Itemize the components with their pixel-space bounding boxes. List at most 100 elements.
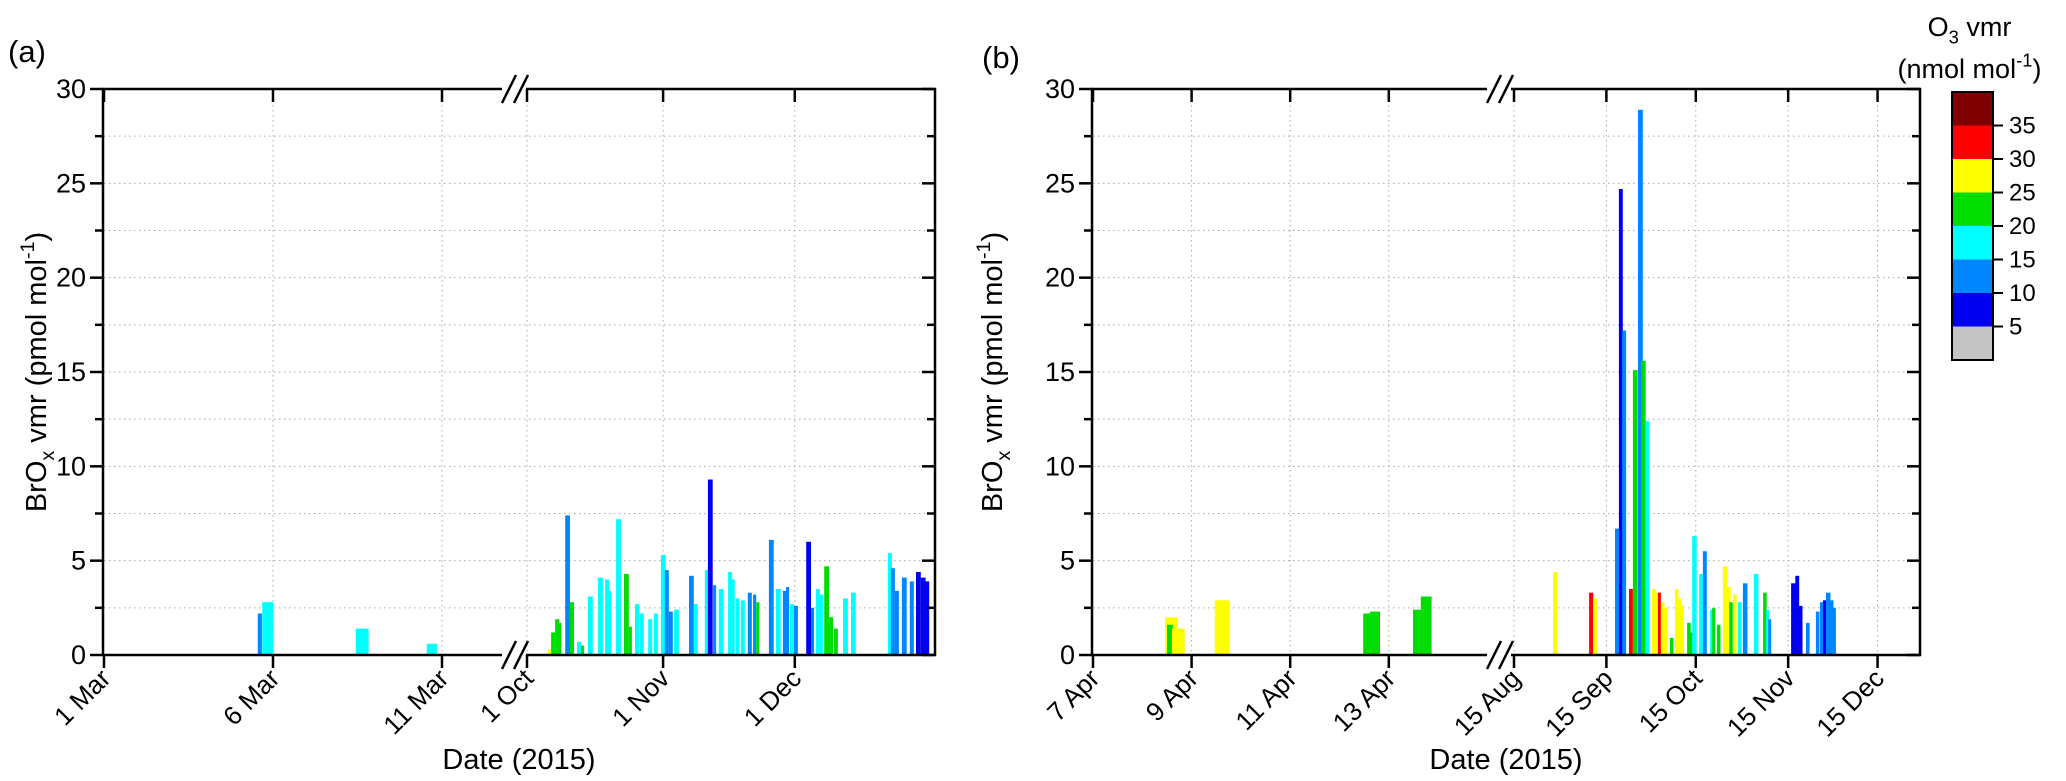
y-tick-label: 10 <box>1045 451 1075 481</box>
bar <box>1716 624 1721 655</box>
labels-a: 0 5 10 15 20 25 30 1 Mar 6 Mar 11 Mar 1 Oct 1 Nov 1 … <box>17 74 807 776</box>
axes-b <box>1079 74 1922 670</box>
bar <box>689 575 694 655</box>
bar <box>1171 628 1185 655</box>
bar <box>811 607 815 655</box>
y-tick-label: 15 <box>1045 357 1075 387</box>
bar <box>1674 589 1679 655</box>
x-tick-label: 1 Mar <box>48 663 116 731</box>
bar <box>693 604 698 655</box>
bar <box>570 602 574 655</box>
bar <box>1733 594 1737 655</box>
bar <box>793 605 798 655</box>
bar <box>1615 528 1620 655</box>
bar <box>1820 602 1824 655</box>
colorbar-tick-label: 15 <box>2009 247 2036 274</box>
bar <box>355 628 369 655</box>
bar <box>1766 609 1770 655</box>
colorbar-segment <box>1952 159 1993 194</box>
x-tick-label: 15 Nov <box>1721 663 1800 742</box>
bar <box>1687 622 1691 655</box>
bar <box>768 539 774 655</box>
x-tick-label: 15 Dec <box>1810 663 1889 742</box>
x-tick-label: 11 Mar <box>377 663 454 740</box>
x-axis-title: Date (2015) <box>442 744 595 776</box>
bar <box>639 613 644 655</box>
bar <box>565 515 570 655</box>
bar <box>786 587 790 655</box>
bar <box>718 589 724 655</box>
bar <box>1692 536 1697 655</box>
bar <box>1823 600 1826 655</box>
bar <box>731 579 735 655</box>
bar <box>548 649 553 655</box>
bar <box>648 619 653 655</box>
x-tick-label: 9 Apr <box>1140 663 1204 727</box>
bar <box>740 600 745 655</box>
bars-a <box>257 479 930 655</box>
bar <box>555 619 560 655</box>
bar <box>925 581 930 655</box>
bar <box>1806 622 1810 655</box>
bar <box>1167 624 1173 655</box>
bar <box>1632 370 1638 655</box>
axis-frame <box>1090 87 1922 657</box>
y-tick-label: 5 <box>1060 546 1075 576</box>
bar <box>851 592 856 655</box>
axis-break-slash <box>1497 640 1515 670</box>
bar <box>1420 596 1432 655</box>
axis-break-slash <box>500 74 518 104</box>
y-axis-title: BrOx vmr (pmol mol-1) <box>973 232 1015 512</box>
bar <box>1638 109 1643 656</box>
bar <box>558 622 562 655</box>
x-tick-label: 13 Apr <box>1327 663 1402 738</box>
bars-b <box>1165 109 1836 656</box>
bar <box>1622 330 1627 655</box>
axis-break-gap <box>502 652 526 658</box>
bar <box>704 570 709 655</box>
bar <box>790 604 794 655</box>
panel-b-label: (b) <box>982 40 1020 75</box>
bar <box>1370 611 1380 655</box>
x-tick-label: 6 Mar <box>217 663 285 731</box>
bar <box>713 585 717 655</box>
bar <box>1214 600 1230 655</box>
bar <box>1753 573 1759 655</box>
y-tick-label: 0 <box>71 640 86 670</box>
grid-a <box>104 90 934 654</box>
bar <box>577 641 581 655</box>
y-tick-label: 0 <box>1060 640 1075 670</box>
colorbar-title: O3 vmr <box>1928 12 2012 48</box>
bar <box>1815 611 1820 655</box>
axis-break-slash <box>500 640 518 670</box>
x-tick-label: 15 Oct <box>1633 662 1709 738</box>
bar <box>581 645 585 655</box>
x-tick-label: 11 Apr <box>1229 663 1302 736</box>
colorbar-tick-label: 25 <box>2009 180 2036 207</box>
bar <box>1593 598 1598 655</box>
bar <box>674 609 679 655</box>
colorbar-segment <box>1952 92 1993 127</box>
bar <box>588 596 593 655</box>
colorbar-segment <box>1952 293 1993 328</box>
y-tick-label: 25 <box>56 168 86 198</box>
bar <box>262 602 274 655</box>
axes-a <box>90 74 937 670</box>
bar <box>1832 607 1836 655</box>
bar <box>668 611 673 655</box>
bar <box>756 602 760 655</box>
bar <box>598 577 603 655</box>
bar <box>1791 583 1796 655</box>
bar <box>605 579 610 655</box>
y-tick-label: 5 <box>71 546 86 576</box>
y-tick-label: 20 <box>1045 263 1075 293</box>
bar <box>815 589 820 655</box>
bar <box>890 568 895 655</box>
colorbar-tick-label: 30 <box>2009 146 2036 173</box>
bar <box>624 573 629 655</box>
bar <box>1660 602 1665 655</box>
bar <box>901 577 907 655</box>
bar <box>747 592 752 655</box>
colorbar-segment <box>1952 326 1993 361</box>
bar <box>1702 551 1707 655</box>
